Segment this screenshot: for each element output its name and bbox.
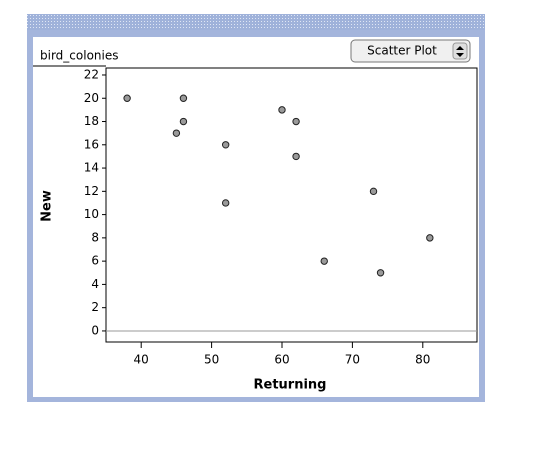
point (369, 187, 378, 196)
x-tick-label: 70 (345, 353, 360, 367)
y-tick-label: 4 (91, 277, 99, 291)
window-titlebar[interactable] (27, 14, 485, 30)
point (320, 257, 328, 265)
y-tick-label: 16 (84, 137, 99, 151)
y-tick-label: 8 (91, 230, 99, 244)
point (221, 199, 230, 207)
point (179, 94, 188, 102)
y-tick-label: 22 (84, 67, 99, 81)
y-tick-label: 14 (84, 161, 99, 175)
point (221, 141, 230, 149)
point (292, 152, 300, 161)
y-tick-label: 12 (84, 184, 99, 198)
point (376, 269, 385, 277)
y-tick-label: 20 (84, 91, 99, 105)
x-axis-label: Returning (254, 378, 327, 393)
y-axis-label: New (40, 190, 55, 222)
point (123, 94, 131, 102)
panel (33, 37, 479, 397)
x-tick-label: 40 (134, 353, 149, 367)
y-tick-label: 10 (84, 207, 99, 221)
y-tick-label: 18 (84, 114, 99, 128)
point (292, 117, 300, 126)
point (179, 117, 188, 126)
y-tick-label: 2 (91, 300, 99, 314)
plot-menu-label[interactable]: Scatter Plot (367, 44, 437, 58)
plot-menu[interactable]: Scatter Plot (350, 39, 471, 63)
x-tick-label: 80 (415, 353, 430, 367)
x-tick-label: 60 (274, 353, 289, 367)
plot-area (105, 67, 478, 343)
chart-title: bird_colonies (40, 49, 118, 63)
y-tick-label: 6 (91, 254, 99, 268)
point (426, 234, 434, 242)
point (278, 106, 286, 114)
point (172, 129, 181, 137)
x-tick-label: 50 (204, 353, 219, 367)
y-tick-label: 0 (91, 323, 99, 337)
